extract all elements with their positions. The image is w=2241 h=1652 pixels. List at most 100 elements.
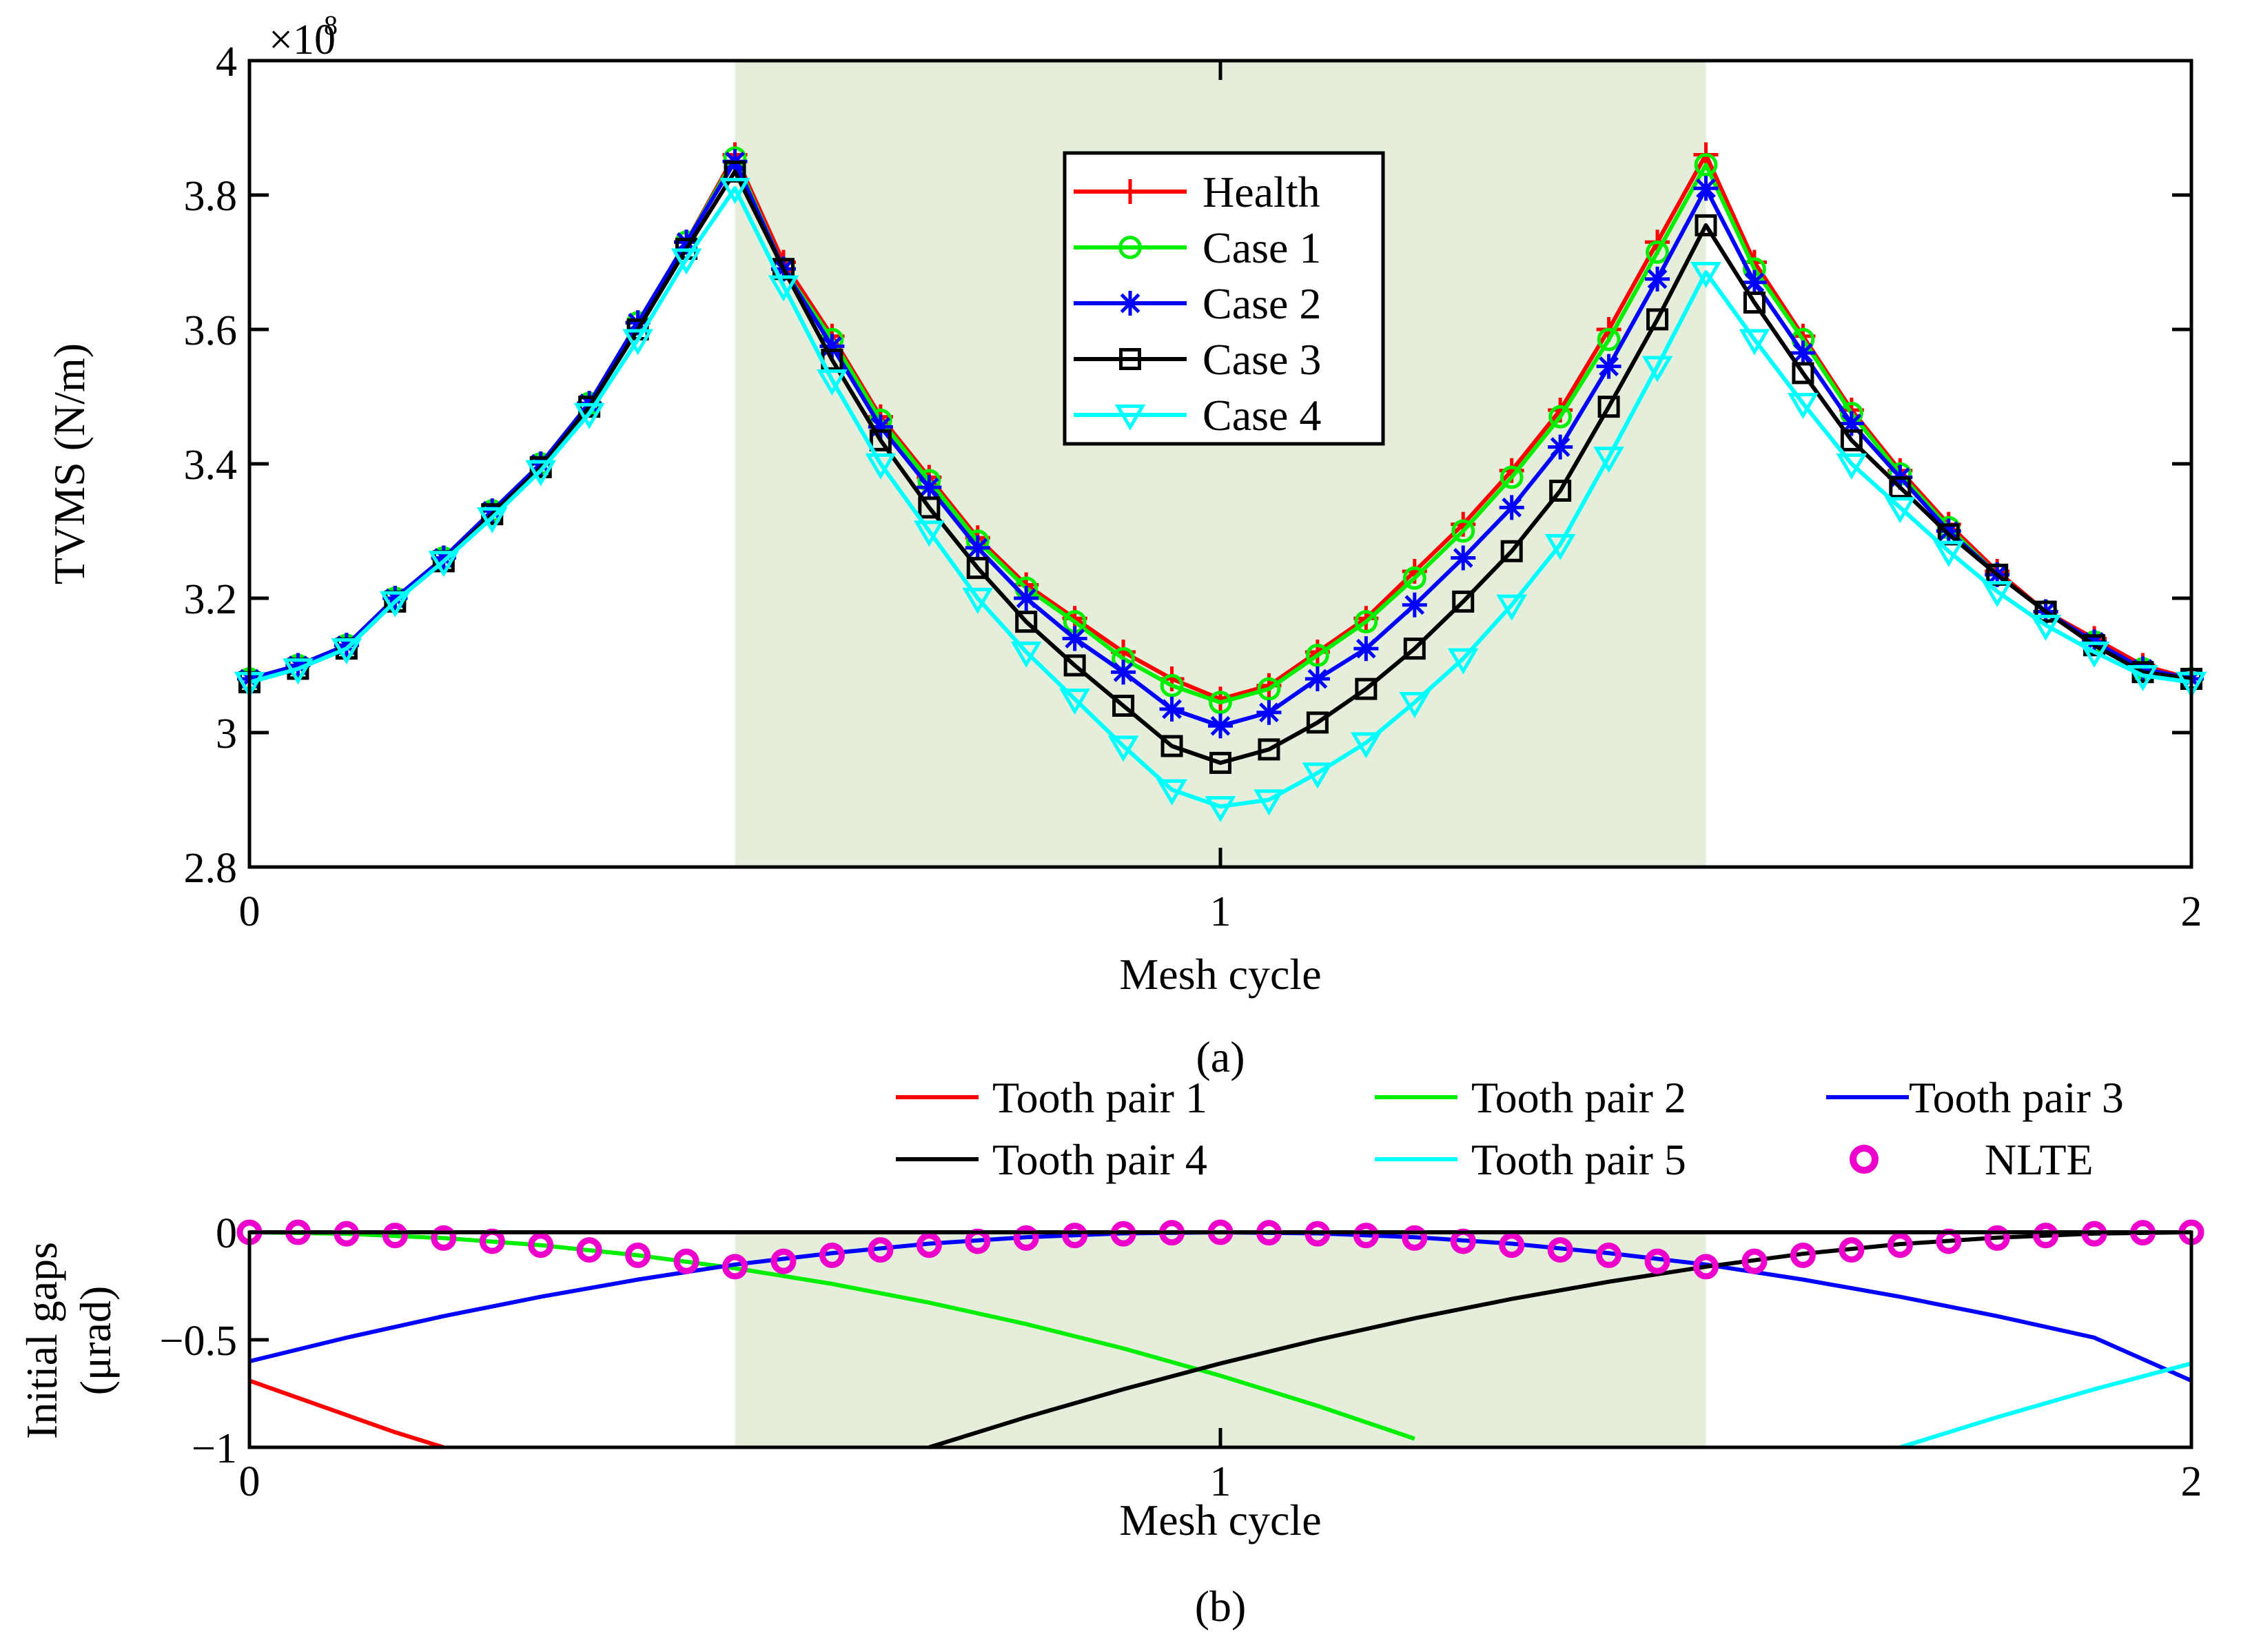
panel-a-y-scale-base: ×10 xyxy=(269,17,336,63)
panel-b-y-tick-label: 0 xyxy=(216,1210,237,1257)
triangle-down-marker xyxy=(331,638,362,665)
square-marker xyxy=(1840,429,1863,451)
legend-item-tooth-pair-3: Tooth pair 3 xyxy=(1826,1073,2124,1122)
legend-item-tooth-pair-1: Tooth pair 1 xyxy=(896,1073,1207,1122)
asterisk-marker xyxy=(528,451,553,476)
circle-marker xyxy=(1694,153,1718,177)
nlte-marker xyxy=(1402,1225,1428,1251)
triangle-down-marker xyxy=(1739,329,1770,356)
nlte-marker xyxy=(1887,1232,1913,1258)
square-marker xyxy=(1743,292,1766,314)
asterisk-marker xyxy=(1062,626,1087,651)
legend-label: Tooth pair 2 xyxy=(1471,1073,1686,1122)
asterisk-marker xyxy=(480,498,505,524)
asterisk-marker xyxy=(1839,411,1864,436)
asterisk-marker xyxy=(1693,176,1719,201)
panel-b-x-tick-label: 0 xyxy=(239,1458,260,1505)
nlte-marker xyxy=(1596,1242,1622,1268)
panel-b-series-tooth-pair-5 xyxy=(1899,1361,2192,1449)
triangle-down-marker xyxy=(1690,262,1721,289)
triangle-down-marker xyxy=(1544,533,1576,560)
square-marker xyxy=(1119,348,1141,370)
legend-label: Case 4 xyxy=(1203,391,1321,440)
triangle-down-marker xyxy=(1788,393,1819,420)
panel-a-legend: Health Case 1 Case 2 Case 3 Case 4 xyxy=(1063,151,1385,446)
triangle-down-marker xyxy=(1933,540,1965,567)
legend-item-nlte: NLTE xyxy=(1850,1135,2094,1184)
panel-a-series-case-4 xyxy=(234,178,2207,823)
square-marker xyxy=(1695,214,1717,236)
asterisk-marker xyxy=(1304,666,1330,691)
nlte-marker xyxy=(2033,1223,2059,1249)
asterisk-marker xyxy=(2130,656,2156,682)
triangle-down-marker xyxy=(865,453,897,480)
panel-a-caption: (a) xyxy=(1196,1032,1245,1081)
triangle-down-marker xyxy=(1205,796,1236,823)
asterisk-marker xyxy=(1936,518,1961,544)
asterisk-marker xyxy=(1790,340,1816,366)
nlte-marker xyxy=(1839,1237,1865,1263)
panel-a-y-tick-label: 4 xyxy=(216,39,237,85)
nlte-marker xyxy=(1644,1248,1670,1274)
asterisk-marker xyxy=(382,586,408,611)
asterisk-marker xyxy=(1741,269,1767,295)
asterisk-marker xyxy=(1118,291,1143,316)
series-line xyxy=(249,1230,1415,1441)
circle-marker xyxy=(1209,691,1232,715)
asterisk-marker xyxy=(1645,266,1670,292)
triangle-down-marker xyxy=(1156,779,1187,806)
panel-a-chart: 2.8 3 3.2 3.4 3.6 3.8 4 0 1 2 ×10 8 Mesh cycle TV… xyxy=(45,10,2207,1081)
legend-item-tooth-pair-4: Tooth pair 4 xyxy=(896,1135,1207,1184)
panel-b-y-tick-label: −0.5 xyxy=(160,1318,237,1365)
series-line xyxy=(249,186,2192,809)
asterisk-marker xyxy=(917,475,942,500)
series-line xyxy=(1899,1361,2192,1449)
circle-marker xyxy=(1500,465,1524,489)
legend-label: Health xyxy=(1203,167,1320,216)
legend-label: Tooth pair 5 xyxy=(1471,1135,1686,1184)
square-marker xyxy=(1306,711,1329,734)
panel-b-x-tick-label: 2 xyxy=(2181,1458,2202,1505)
square-marker xyxy=(2034,600,2057,623)
panel-a-legend-box xyxy=(1063,151,1385,446)
legend-label: Case 2 xyxy=(1203,279,1321,328)
nlte-marker xyxy=(625,1242,651,1268)
asterisk-marker xyxy=(1402,592,1427,618)
square-marker xyxy=(1549,480,1572,502)
asterisk-marker xyxy=(965,535,990,560)
triangle-down-marker xyxy=(2127,665,2158,692)
legend-label: Tooth pair 1 xyxy=(992,1073,1207,1122)
triangle-down-marker xyxy=(768,275,799,302)
legend-item-tooth-pair-5: Tooth pair 5 xyxy=(1375,1135,1686,1184)
triangle-down-marker xyxy=(1399,692,1431,719)
panel-a-y-tick-label: 2.8 xyxy=(184,845,238,892)
panel-a-y-tick-label: 3.8 xyxy=(184,173,238,220)
panel-b-shaded-region xyxy=(735,1232,1706,1447)
triangle-down-marker xyxy=(622,329,653,356)
panel-a-x-tick-label: 0 xyxy=(239,888,260,935)
panel-b-caption: (b) xyxy=(1195,1582,1247,1631)
triangle-down-marker xyxy=(476,507,508,533)
asterisk-marker xyxy=(431,545,456,571)
nlte-marker xyxy=(1790,1242,1816,1268)
panel-b-series-tooth-pair-2 xyxy=(249,1230,1415,1441)
square-marker xyxy=(1452,590,1475,613)
triangle-down-marker xyxy=(1981,581,2013,608)
circle-marker xyxy=(1306,643,1329,667)
triangle-down-marker xyxy=(1350,732,1382,759)
triangle-down-marker xyxy=(1593,447,1624,473)
triangle-down-marker xyxy=(1496,594,1528,621)
nlte-marker xyxy=(673,1248,699,1274)
square-marker xyxy=(966,557,989,580)
square-marker xyxy=(869,429,892,451)
circle-marker xyxy=(1597,327,1621,351)
triangle-down-marker xyxy=(817,369,848,396)
triangle-down-marker xyxy=(525,460,557,487)
panel-a-axes-frame xyxy=(247,59,2193,869)
asterisk-marker xyxy=(1256,700,1282,725)
legend-item-case-4: Case 4 xyxy=(1074,391,1321,440)
square-marker xyxy=(1889,476,1912,499)
triangle-down-marker xyxy=(962,587,994,614)
nlte-marker xyxy=(528,1232,554,1258)
square-marker xyxy=(1792,362,1814,385)
